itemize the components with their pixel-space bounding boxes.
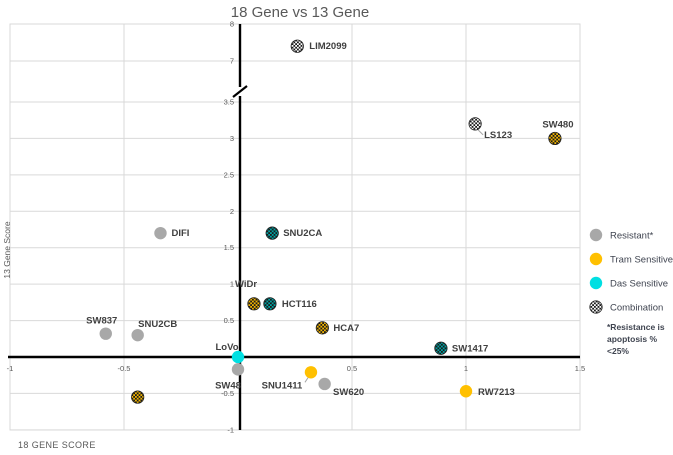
y-axis-title: 13 Gene Score [2,221,12,278]
legend-swatch-das_sensitive [589,276,603,290]
legend-swatch-tram_sensitive [589,252,603,266]
data-point-SW837 [99,327,112,340]
data-point-LIM2099 [290,39,304,53]
data-point-SW620 [318,377,331,391]
data-point-SW1417 [434,341,448,355]
data-point-HCT116 [263,297,277,311]
data-label-LoVo: LoVo [215,342,238,353]
legend-swatch-resistant [589,228,603,242]
data-point-LS123 [468,117,482,131]
x-tick-label: -1 [7,364,14,373]
legend: Resistant* Tram Sensitive Das Sensitive Com… [589,228,673,356]
y-tick-label: -1 [227,425,234,434]
x-tick-label: 1.5 [575,364,585,373]
legend-footnote-line: *Resistance is [607,322,665,332]
x-tick-label: 1 [464,364,468,373]
legend-label: Tram Sensitive [610,255,673,266]
y-axis-break-icon [232,85,248,98]
y-tick-label: 3.5 [224,98,234,107]
legend-footnote-line: <25% [607,346,629,356]
y-tick-label: 7 [230,57,234,66]
legend-label: Combination [610,303,663,314]
data-label-WiDr: WiDr [235,279,257,290]
data-point-HCA7 [315,321,329,335]
data-point-RW7213 [459,385,473,398]
data-label-SW480: SW480 [542,119,573,130]
data-label-SW837: SW837 [86,316,117,327]
y-tick-label: 2.5 [224,170,234,179]
data-point-SW480 [548,131,562,146]
data-label-DIFI: DIFI [171,228,189,239]
legend-item-resistant: Resistant* [589,228,654,242]
y-tick-label: 2 [230,207,234,216]
legend-swatch-combination [589,300,603,314]
legend-item-das_sensitive: Das Sensitive [589,276,668,290]
plot-border [9,23,581,431]
data-label-SW620: SW620 [333,387,364,398]
data-point-unlabeled [131,390,145,404]
data-point-SNU2CB [131,328,144,342]
x-tick-label: 0.5 [347,364,357,373]
data-label-SNU2CA: SNU2CA [283,228,322,239]
y-tick-label: 1 [230,280,234,289]
data-label-HCT116: HCT116 [282,299,317,310]
data-point-LoVo [231,350,245,364]
data-label-SNU1411: SNU1411 [262,380,303,391]
x-axis-title: 18 GENE SCORE [18,440,96,450]
y-tick-label: 8 [230,20,234,29]
y-tick-label: 1.5 [224,243,234,252]
y-tick-label: -0.5 [221,389,234,398]
data-label-HCA7: HCA7 [333,323,359,334]
data-point-SW48 [231,363,245,376]
legend-footnote-line: apoptosis % [607,334,658,344]
y-tick-label: 0.5 [224,316,234,325]
data-label-RW7213: RW7213 [478,387,515,398]
data-point-DIFI [154,226,167,240]
data-label-LS123: LS123 [484,130,512,141]
legend-label: Resistant* [610,231,654,242]
data-point-SNU1411 [304,366,318,379]
data-label-SW1417: SW1417 [452,343,488,354]
legend-label: Das Sensitive [610,279,668,290]
data-label-LIM2099: LIM2099 [309,41,347,52]
data-point-WiDr [247,297,261,311]
label-leader-line [476,128,484,136]
data-label-SNU2CB: SNU2CB [138,319,177,330]
chart-title: 18 Gene vs 13 Gene [231,4,369,21]
y-tick-label: 3 [230,134,234,143]
legend-item-combination: Combination [589,300,663,314]
data-label-SW48: SW48 [215,380,241,391]
legend-item-tram_sensitive: Tram Sensitive [589,252,673,266]
x-tick-label: -0.5 [118,364,131,373]
data-point-SNU2CA [265,226,279,240]
